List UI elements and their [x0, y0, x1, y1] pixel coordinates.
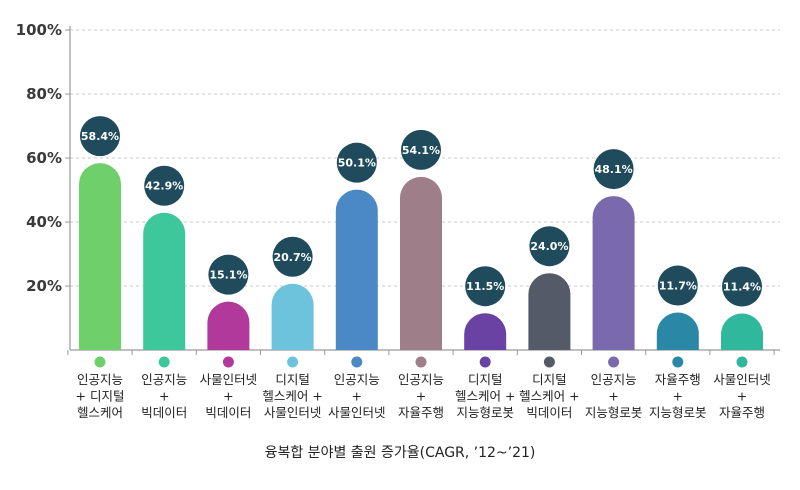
value-label: 54.1% — [402, 144, 440, 157]
legend-dot — [608, 356, 620, 368]
category-label: 디지털 — [532, 372, 567, 387]
value-label: 24.0% — [530, 240, 568, 253]
value-label: 48.1% — [595, 163, 633, 176]
y-tick-label: 20% — [26, 277, 62, 295]
value-label-circle — [722, 266, 762, 307]
category-label: + — [352, 389, 362, 404]
category-label: 인공지능 — [77, 372, 123, 387]
bar — [721, 313, 763, 350]
category-label: 지능형로봇 — [585, 405, 643, 420]
value-label-circle — [208, 254, 249, 295]
category-label: + 디지털 — [76, 389, 125, 404]
value-label: 42.9% — [145, 180, 183, 193]
bar — [143, 212, 186, 350]
bar-layer — [79, 163, 763, 350]
category-label: + — [159, 389, 169, 404]
category-label: + — [737, 389, 747, 404]
category-label: + — [416, 389, 426, 404]
category-label-layer: 인공지능+ 디지털헬스케어인공지능+빅데이터사물인터넷+빅데이터디지털헬스케어 … — [76, 356, 771, 420]
category-label: 헬스케어 — [77, 405, 123, 420]
category-label: 사물인터넷 — [713, 372, 771, 387]
value-label-circle — [657, 265, 698, 306]
legend-dot — [158, 356, 170, 368]
legend-dot — [672, 356, 684, 368]
category-label: + — [223, 389, 233, 404]
value-label-circle — [465, 266, 506, 307]
category-label: 빅데이터 — [141, 405, 187, 420]
category-label: 자율주행 — [719, 405, 765, 420]
value-label-layer: 58.4% 42.9% 15.1% 20.7% 50.1% 54.1% 11.5% 24.0%… — [80, 116, 762, 307]
category-label: 지능형로봇 — [649, 405, 707, 420]
value-label: 58.4% — [81, 130, 119, 143]
category-label: + — [608, 389, 618, 404]
legend-dot — [415, 356, 427, 368]
category-label: 인공지능 — [591, 372, 637, 387]
category-label: 디지털 — [275, 372, 310, 387]
bar — [207, 301, 250, 350]
bar — [528, 273, 571, 350]
bar — [592, 196, 635, 350]
y-tick-label: 60% — [26, 149, 62, 167]
bar — [79, 163, 121, 350]
legend-dot — [543, 356, 555, 368]
value-label: 15.1% — [209, 269, 247, 282]
category-label: 빅데이터 — [526, 405, 572, 420]
category-label: 사물인터넷 — [200, 372, 258, 387]
category-label: 인공지능 — [398, 372, 444, 387]
legend-dot — [94, 356, 106, 368]
y-tick-label: 80% — [26, 85, 62, 103]
value-label-circle — [336, 142, 377, 183]
bar — [400, 176, 442, 350]
value-label: 11.7% — [659, 280, 697, 293]
value-label-circle — [593, 149, 634, 190]
value-label-circle — [401, 129, 441, 170]
value-label-circle — [529, 226, 570, 267]
category-label: 헬스케어 + — [455, 389, 515, 404]
value-label: 11.4% — [723, 281, 761, 294]
category-label: 사물인터넷 — [328, 405, 386, 420]
legend-dot — [222, 356, 234, 368]
bar — [464, 313, 507, 350]
legend-dot — [479, 356, 491, 368]
category-label: 헬스케어 + — [519, 389, 579, 404]
value-label: 20.7% — [274, 251, 312, 264]
category-label: 디지털 — [468, 372, 503, 387]
category-label: + — [673, 389, 683, 404]
chart-caption: 융복합 분야별 출원 증가율(CAGR, ’12~’21) — [265, 445, 536, 461]
category-label: 자율주행 — [398, 405, 444, 420]
category-label: 사물인터넷 — [264, 405, 322, 420]
value-label-circle — [144, 165, 185, 206]
legend-dot — [351, 356, 363, 368]
category-label: 헬스케어 + — [262, 389, 322, 404]
category-label: 지능형로봇 — [456, 405, 514, 420]
category-label: 빅데이터 — [205, 405, 251, 420]
value-label-circle — [80, 116, 120, 157]
bar — [335, 189, 378, 350]
legend-dot — [736, 356, 748, 368]
category-label: 인공지능 — [141, 372, 187, 387]
axis-layer: 20% 40% 60% 80% 100% — [16, 21, 780, 355]
value-label: 11.5% — [466, 280, 504, 293]
y-tick-label: 40% — [26, 213, 62, 231]
category-label: 자율주행 — [655, 372, 701, 387]
category-label: 인공지능 — [334, 372, 380, 387]
value-label-circle — [272, 236, 313, 277]
y-tick-label: 100% — [16, 21, 62, 39]
bar — [271, 283, 314, 350]
bar — [656, 312, 699, 350]
legend-dot — [287, 356, 299, 368]
value-label: 50.1% — [338, 157, 376, 170]
